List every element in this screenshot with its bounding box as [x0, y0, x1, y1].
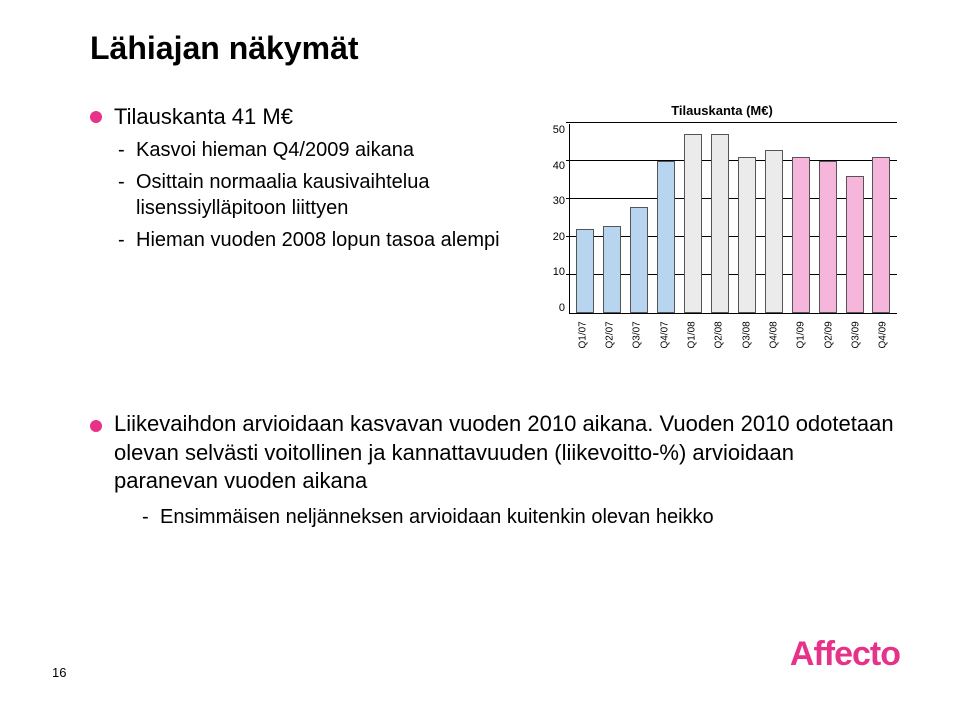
sub-bullet-0-0: -Kasvoi hieman Q4/2009 aikana	[118, 137, 510, 163]
upper-bullets: Tilauskanta 41 M€ -Kasvoi hieman Q4/2009…	[90, 103, 510, 271]
chart-gridline	[566, 160, 897, 161]
chart-xlabel: Q2/07	[604, 331, 615, 349]
chart-bar	[684, 134, 702, 313]
lower-sub-0: -Ensimmäisen neljänneksen arvioidaan kui…	[142, 504, 900, 530]
chart-xlabels: Q1/07Q2/07Q3/07Q4/07Q1/08Q2/08Q3/08Q4/08…	[569, 318, 897, 345]
chart-bar	[711, 134, 729, 313]
lower-bullet-text: Liikevaihdon arvioidaan kasvavan vuoden …	[114, 411, 894, 493]
chart-bar	[603, 226, 621, 313]
chart-bar	[630, 207, 648, 313]
chart-bar	[872, 157, 890, 313]
chart-xlabel: Q3/07	[632, 331, 643, 349]
sub-bullet-0-1: -Osittain normaalia kausivaihtelua lisen…	[118, 169, 510, 221]
chart-bar	[657, 161, 675, 313]
chart-bar	[576, 229, 594, 313]
chart-xlabel: Q4/07	[659, 331, 670, 349]
chart-bar	[846, 176, 864, 313]
disc-icon	[90, 111, 102, 123]
chart-xlabel: Q3/09	[850, 331, 861, 349]
page-title: Lähiajan näkymät	[90, 30, 900, 67]
page-number: 16	[52, 665, 66, 680]
disc-icon	[90, 420, 102, 432]
chart-bar	[792, 157, 810, 313]
lower-bullet: Liikevaihdon arvioidaan kasvavan vuoden …	[90, 410, 900, 530]
chart-plot	[569, 124, 897, 314]
chart-ylabels: 50 40 30 20 10 0	[547, 124, 569, 314]
chart-bar	[738, 157, 756, 313]
chart-bar	[765, 150, 783, 313]
sub-bullet-0-2: -Hieman vuoden 2008 lopun tasoa alempi	[118, 227, 510, 253]
chart-xlabel: Q2/08	[714, 331, 725, 349]
chart: Tilauskanta (M€) 50 40 30 20 10 0 Q1/07Q…	[547, 103, 897, 362]
chart-bar	[819, 161, 837, 313]
bullet-main-0: Tilauskanta 41 M€	[90, 103, 510, 131]
chart-xlabel: Q1/07	[577, 331, 588, 349]
chart-xlabel: Q3/08	[741, 331, 752, 349]
bullet-main-0-text: Tilauskanta 41 M€	[114, 103, 293, 131]
logo: Affecto	[790, 635, 900, 674]
chart-xlabel: Q1/08	[686, 331, 697, 349]
chart-xlabel: Q1/09	[796, 331, 807, 349]
chart-xlabel: Q2/09	[823, 331, 834, 349]
chart-xlabel: Q4/08	[768, 331, 779, 349]
chart-gridline	[566, 122, 897, 123]
chart-title: Tilauskanta (M€)	[547, 103, 897, 118]
chart-xlabel: Q4/09	[878, 331, 889, 349]
